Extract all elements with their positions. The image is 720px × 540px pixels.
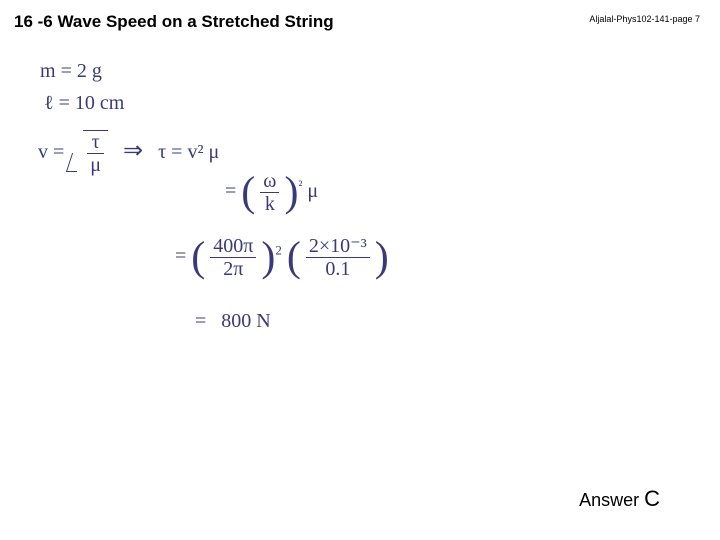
frac-400pi: 400π 2π — [210, 235, 256, 280]
v-equals: v = — [38, 141, 64, 163]
answer-label: Answer — [579, 490, 639, 510]
equals-3: = — [195, 310, 206, 332]
den-0p1: 0.1 — [306, 258, 370, 280]
mu: μ — [307, 180, 318, 202]
answer-choice: C — [644, 486, 660, 511]
answer-line: Answer C — [579, 486, 660, 512]
k: k — [260, 193, 279, 215]
sqrt-den: μ — [87, 154, 104, 176]
rparen-2: ) — [261, 235, 275, 281]
mass-symbol: m — [40, 60, 56, 82]
work-line-1: m = 2 g — [40, 60, 102, 83]
work-line-3: v = τ μ ⇒ τ = v² μ — [38, 130, 219, 178]
squared-1: ² — [298, 177, 302, 192]
mass-value: = 2 g — [61, 60, 102, 82]
v-squared-mu: v² μ — [187, 141, 219, 163]
work-line-4: = ( ω k )² μ — [225, 170, 318, 215]
sqrt-num: τ — [87, 131, 104, 154]
implies-arrow: ⇒ — [123, 138, 143, 164]
rparen: ) — [284, 170, 298, 216]
lparen: ( — [241, 170, 255, 216]
squared-2: 2 — [275, 242, 282, 257]
frac-mass-length: 2×10⁻³ 0.1 — [306, 235, 370, 280]
page-attribution: Aljalal-Phys102-141-page 7 — [589, 14, 700, 24]
length-value: = 10 cm — [59, 92, 125, 114]
equals-2: = — [175, 245, 186, 267]
tau-equals: τ = — [158, 141, 182, 163]
omega-over-k: ω k — [260, 170, 279, 215]
den-2pi: 2π — [210, 258, 256, 280]
work-line-6: = 800 N — [195, 310, 271, 333]
lparen-2: ( — [191, 235, 205, 281]
rparen-3: ) — [375, 235, 389, 281]
section-title: 16 -6 Wave Speed on a Stretched String — [14, 12, 334, 32]
num-2e-3: 2×10⁻³ — [306, 235, 370, 258]
equals-1: = — [225, 180, 236, 202]
omega: ω — [260, 170, 279, 193]
length-symbol: ℓ — [44, 92, 54, 114]
work-line-5: = ( 400π 2π )2 ( 2×10⁻³ 0.1 ) — [175, 235, 389, 280]
work-line-2: ℓ = 10 cm — [44, 92, 124, 115]
sqrt-tau-over-mu: τ μ — [69, 130, 108, 178]
result-800n: 800 N — [221, 310, 270, 332]
lparen-3: ( — [287, 235, 301, 281]
num-400pi: 400π — [210, 235, 256, 258]
